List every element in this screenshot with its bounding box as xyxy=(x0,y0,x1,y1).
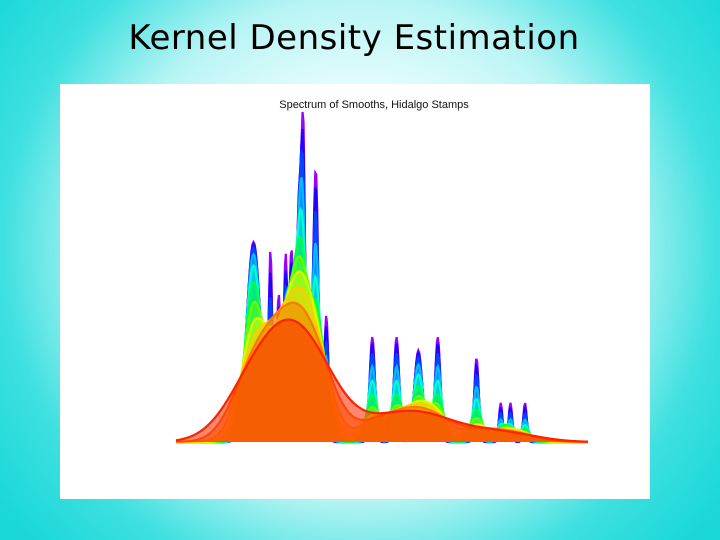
smooth-fill-10 xyxy=(176,319,588,442)
slide-title: Kernel Density Estimation xyxy=(128,18,580,58)
chart-title: Spectrum of Smooths, Hidalgo Stamps xyxy=(279,99,469,111)
kde-chart: Spectrum of Smooths, Hidalgo Stamps xyxy=(175,99,589,444)
smooth-curve-10 xyxy=(175,318,589,443)
chart-figure: Spectrum of Smooths, Hidalgo Stamps xyxy=(60,84,650,499)
smooth-curves xyxy=(175,111,589,444)
